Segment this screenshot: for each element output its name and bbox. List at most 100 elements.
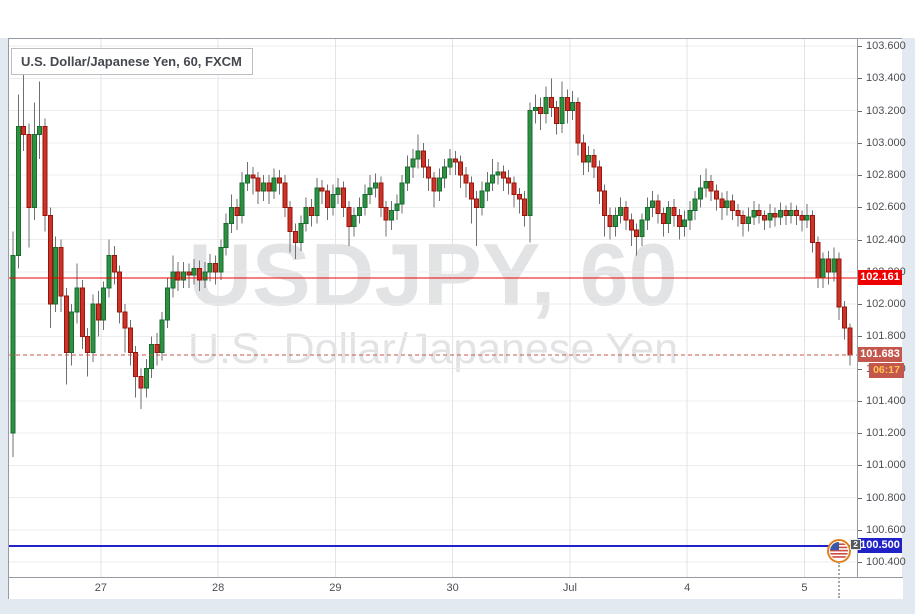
price-axis[interactable]: 100.400 100.600 100.800 101.000 101.200 101.4… bbox=[857, 39, 906, 577]
candle-body bbox=[42, 126, 48, 216]
candle-body bbox=[618, 206, 624, 216]
candle-body bbox=[26, 134, 32, 208]
candle-body bbox=[191, 268, 197, 276]
candle-body bbox=[772, 213, 778, 218]
candle-body bbox=[516, 193, 522, 200]
candle-body bbox=[628, 219, 634, 231]
current-price-tag: 101.683 bbox=[858, 347, 902, 363]
candle-body bbox=[106, 255, 112, 289]
economic-event-marker[interactable]: 2 bbox=[827, 538, 862, 567]
candle-body bbox=[682, 219, 688, 228]
candle-body bbox=[197, 268, 203, 281]
candle-body bbox=[415, 150, 421, 160]
candle-body bbox=[474, 198, 480, 208]
candle-body bbox=[810, 214, 815, 244]
candlestick-chart[interactable] bbox=[9, 39, 857, 577]
candle-body bbox=[245, 174, 251, 184]
candle-body bbox=[330, 193, 336, 208]
candle-body bbox=[500, 171, 506, 179]
candle-body bbox=[490, 174, 496, 184]
price-axis-label: 103.600 bbox=[858, 39, 906, 53]
candle-body bbox=[127, 327, 133, 353]
time-axis-label: 4 bbox=[684, 582, 691, 594]
candle-body bbox=[687, 209, 693, 221]
candle-body bbox=[596, 166, 602, 192]
time-axis[interactable]: 27 28 29 30 Jul 4 5 bbox=[9, 577, 903, 599]
candle-body bbox=[218, 247, 224, 273]
plot-area[interactable] bbox=[9, 39, 857, 577]
candle-body bbox=[394, 203, 400, 211]
candle-body bbox=[266, 182, 272, 192]
candle-body bbox=[95, 303, 101, 321]
price-axis-label: 100.400 bbox=[858, 555, 906, 569]
candle-body bbox=[676, 214, 682, 228]
candle-body bbox=[484, 182, 490, 192]
candle-body bbox=[111, 255, 117, 273]
candle-body bbox=[746, 216, 752, 224]
candle-body bbox=[527, 110, 533, 216]
candle-body bbox=[644, 206, 650, 221]
candle-body bbox=[719, 198, 725, 208]
price-axis-label: 101.400 bbox=[858, 394, 906, 408]
candle-body bbox=[15, 126, 21, 257]
candle-body bbox=[559, 97, 565, 124]
candle-body bbox=[783, 209, 789, 216]
candle-body bbox=[298, 222, 304, 244]
candle-body bbox=[506, 177, 512, 184]
candle-body bbox=[575, 101, 581, 144]
candle-body bbox=[58, 247, 64, 297]
candle-body bbox=[538, 106, 544, 115]
candle-body bbox=[234, 206, 240, 216]
candle-body bbox=[607, 214, 613, 228]
candle-body bbox=[37, 126, 43, 136]
candle-body bbox=[436, 177, 442, 192]
candle-body bbox=[735, 209, 741, 216]
candle-body bbox=[378, 182, 384, 208]
candle-body bbox=[751, 209, 757, 218]
legend-title: U.S. Dollar/Japanese Yen, 60, FXCM bbox=[21, 54, 242, 69]
candle-body bbox=[655, 200, 661, 215]
candle-body bbox=[170, 271, 176, 289]
chart-legend[interactable]: U.S. Dollar/Japanese Yen, 60, FXCM bbox=[11, 48, 253, 75]
candle-body bbox=[261, 182, 267, 192]
candle-body bbox=[778, 209, 784, 218]
candle-body bbox=[554, 106, 560, 124]
candle-body bbox=[847, 327, 853, 356]
candle-body bbox=[442, 166, 448, 179]
candle-body bbox=[319, 187, 325, 192]
candle-body bbox=[762, 214, 768, 221]
candle-body bbox=[138, 376, 144, 389]
event-marker-dropline bbox=[838, 562, 841, 598]
candle-body bbox=[207, 263, 213, 273]
candle-body bbox=[804, 214, 810, 221]
candle-body bbox=[410, 158, 416, 168]
candle-body bbox=[730, 200, 736, 211]
price-axis-label: 103.000 bbox=[858, 136, 906, 150]
candle-body bbox=[239, 182, 245, 216]
support-price-tag[interactable]: 100.500 bbox=[858, 537, 902, 553]
candle-body bbox=[836, 258, 842, 308]
price-axis-label: 101.000 bbox=[858, 458, 906, 472]
candle-body bbox=[149, 343, 155, 369]
alert-price-tag[interactable]: 102.161 bbox=[858, 270, 902, 286]
candle-body bbox=[340, 187, 346, 208]
time-axis-label: 28 bbox=[212, 582, 225, 594]
candle-body bbox=[714, 190, 720, 200]
candle-body bbox=[708, 180, 714, 192]
candle-body bbox=[122, 311, 128, 329]
price-axis-label: 102.000 bbox=[858, 297, 906, 311]
candle-body bbox=[447, 158, 453, 168]
candle-body bbox=[788, 209, 794, 216]
candle-body bbox=[548, 97, 554, 108]
candle-body bbox=[463, 174, 469, 184]
candle-body bbox=[420, 150, 426, 168]
candle-body bbox=[591, 155, 597, 168]
event-count-badge: 2 bbox=[850, 538, 862, 550]
candle-body bbox=[21, 126, 27, 136]
candle-body bbox=[186, 271, 192, 276]
time-axis-label: Jul bbox=[562, 582, 577, 594]
candle-body bbox=[90, 303, 96, 353]
candle-body bbox=[825, 258, 831, 273]
candle-body bbox=[522, 198, 528, 216]
candle-body bbox=[47, 214, 53, 305]
